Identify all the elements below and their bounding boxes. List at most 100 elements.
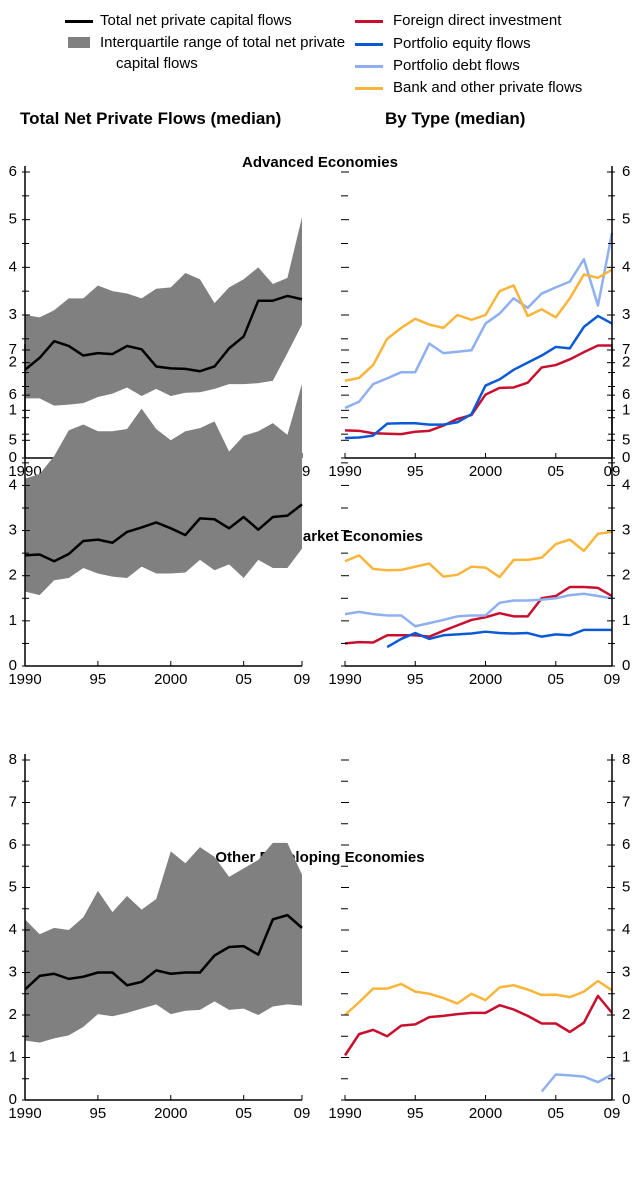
y-tick-label: 0	[622, 449, 630, 466]
legend-swatch	[355, 43, 383, 46]
y-tick-label: 5	[9, 431, 17, 448]
y-tick-label: 4	[622, 258, 630, 275]
y-tick-label: 2	[9, 1006, 17, 1023]
band-area	[25, 383, 302, 596]
y-tick-label: 8	[622, 751, 630, 768]
x-tick-label: 1990	[328, 671, 361, 688]
y-tick-label: 2	[9, 567, 17, 584]
y-tick-label: 0	[9, 657, 17, 674]
y-tick-label: 6	[622, 836, 630, 853]
series-line	[344, 344, 612, 436]
y-tick-label: 2	[622, 1006, 630, 1023]
x-tick-label: 05	[547, 463, 564, 480]
y-tick-label: 8	[9, 751, 17, 768]
series-line	[344, 585, 613, 645]
x-tick-label: 05	[547, 1105, 564, 1122]
x-tick-label: 1990	[328, 463, 361, 480]
series-line	[386, 628, 612, 649]
legend-swatch	[355, 87, 383, 90]
panel-title: Other Developing Economies	[215, 849, 424, 866]
y-tick-label: 6	[9, 386, 17, 403]
x-tick-label: 2000	[154, 1105, 187, 1122]
x-tick-label: 2000	[469, 1105, 502, 1122]
legend-swatch	[68, 37, 90, 48]
legend-entry: Foreign direct investment	[393, 12, 562, 29]
x-tick-label: 95	[90, 1105, 107, 1122]
series-line	[344, 530, 613, 579]
y-tick-label: 0	[622, 1091, 630, 1108]
legend-swatch	[355, 65, 383, 68]
y-tick-label: 1	[9, 612, 17, 629]
legend-swatch	[65, 20, 93, 23]
y-tick-label: 6	[9, 163, 17, 180]
series-line	[24, 503, 303, 563]
y-tick-label: 5	[622, 431, 630, 448]
y-tick-label: 3	[9, 963, 17, 980]
x-tick-label: 09	[604, 1105, 621, 1122]
y-tick-label: 7	[9, 793, 17, 810]
y-tick-label: 6	[9, 836, 17, 853]
y-tick-label: 3	[9, 306, 17, 323]
y-tick-label: 1	[9, 401, 17, 418]
y-tick-label: 0	[622, 657, 630, 674]
series-line	[24, 294, 303, 373]
y-tick-label: 4	[9, 476, 17, 493]
series-line	[540, 1073, 613, 1093]
x-tick-label: 1990	[8, 1105, 41, 1122]
series-line	[344, 314, 613, 440]
x-tick-label: 95	[407, 463, 424, 480]
y-tick-label: 6	[622, 386, 630, 403]
x-tick-label: 09	[294, 671, 311, 688]
column-title: By Type (median)	[385, 109, 526, 128]
x-tick-label: 05	[235, 671, 252, 688]
x-tick-label: 09	[604, 671, 621, 688]
legend-swatch	[355, 20, 383, 23]
legend-entry: Portfolio equity flows	[393, 35, 531, 52]
y-tick-label: 5	[9, 211, 17, 228]
y-tick-label: 4	[622, 921, 630, 938]
legend-entry: Bank and other private flows	[393, 79, 583, 96]
y-tick-label: 7	[9, 341, 17, 358]
y-tick-label: 6	[622, 163, 630, 180]
panel-title: Advanced Economies	[242, 154, 398, 171]
y-tick-label: 2	[622, 567, 630, 584]
x-tick-label: 95	[90, 671, 107, 688]
series-line	[344, 979, 613, 1016]
legend-entry: Portfolio debt flows	[393, 57, 520, 74]
y-tick-label: 1	[622, 612, 630, 629]
x-tick-label: 05	[235, 1105, 252, 1122]
series-line	[344, 232, 614, 410]
y-tick-label: 4	[9, 921, 17, 938]
y-tick-label: 0	[9, 1091, 17, 1108]
y-tick-label: 3	[622, 522, 630, 539]
y-tick-label: 5	[622, 878, 630, 895]
x-tick-label: 2000	[469, 671, 502, 688]
y-tick-label: 4	[9, 258, 17, 275]
series-line	[344, 268, 613, 383]
y-tick-label: 3	[622, 963, 630, 980]
series-line	[24, 913, 303, 991]
y-tick-label: 3	[9, 522, 17, 539]
x-tick-label: 05	[547, 671, 564, 688]
y-tick-label: 2	[9, 354, 17, 371]
x-tick-label: 2000	[154, 671, 187, 688]
y-tick-label: 1	[9, 1048, 17, 1065]
y-tick-label: 5	[9, 878, 17, 895]
y-tick-label: 5	[622, 211, 630, 228]
series-line	[343, 994, 613, 1057]
y-tick-label: 3	[622, 306, 630, 323]
x-tick-label: 95	[407, 1105, 424, 1122]
series-line	[344, 592, 613, 628]
band-area	[25, 842, 302, 1043]
y-tick-label: 1	[622, 401, 630, 418]
x-tick-label: 1990	[8, 671, 41, 688]
x-tick-label: 09	[294, 1105, 311, 1122]
legend-entry: Total net private capital flows	[100, 12, 292, 29]
column-title: Total Net Private Flows (median)	[20, 109, 282, 128]
x-tick-label: 1990	[328, 1105, 361, 1122]
band-area	[25, 217, 302, 406]
x-tick-label: 95	[407, 671, 424, 688]
legend-entry: Interquartile range of total net private…	[100, 34, 346, 72]
y-tick-label: 4	[622, 476, 630, 493]
